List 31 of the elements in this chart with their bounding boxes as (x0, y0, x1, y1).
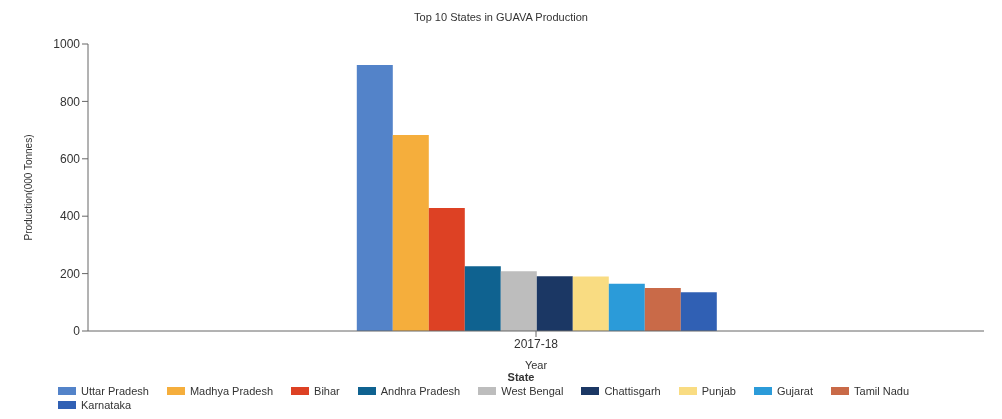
legend-label: Madhya Pradesh (189, 385, 274, 397)
y-tick-label: 800 (59, 94, 81, 109)
legend-label: Gujarat (776, 385, 814, 397)
bar (572, 276, 609, 331)
y-tick-label: 200 (59, 266, 81, 281)
legend-label: West Bengal (501, 385, 564, 397)
y-tick-label: 400 (59, 209, 81, 224)
bar (680, 292, 717, 331)
bar (608, 283, 645, 331)
bar (428, 207, 465, 331)
legend-title: State (506, 371, 536, 383)
legend-label: Punjab (701, 385, 736, 397)
legend-label: Andhra Pradesh (380, 385, 461, 397)
y-tick-label: 600 (59, 152, 81, 167)
y-tick-label: 1000 (53, 37, 81, 52)
bar (644, 287, 681, 331)
bar (356, 64, 393, 331)
legend-label: Chattisgarh (604, 385, 661, 397)
y-axis-title: Production(000 Tonnes) (22, 134, 34, 241)
bar (464, 266, 501, 331)
legend-label: Uttar Pradesh (81, 385, 149, 397)
legend-label: Karnataka (81, 399, 132, 411)
legend-label: Tamil Nadu (854, 385, 910, 397)
x-tick-label: 2017-18 (513, 336, 559, 351)
x-axis-title: Year (524, 359, 548, 371)
bar (500, 271, 537, 331)
chart-title: Top 10 States in GUAVA Production (413, 10, 589, 25)
legend-label: Bihar (314, 385, 340, 397)
bar (536, 276, 573, 331)
bar (392, 134, 429, 331)
y-tick-label: 0 (73, 324, 81, 339)
